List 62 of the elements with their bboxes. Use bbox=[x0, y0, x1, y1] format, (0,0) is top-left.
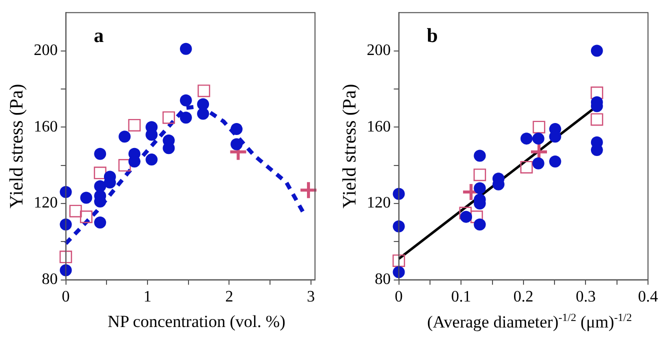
y-tick-label: 120 bbox=[34, 194, 58, 212]
point bbox=[80, 192, 92, 204]
point bbox=[392, 254, 406, 267]
point bbox=[180, 112, 192, 124]
point bbox=[474, 168, 486, 182]
point bbox=[230, 123, 243, 136]
x-tick-label: 0.2 bbox=[513, 288, 534, 306]
y-tick-label: 120 bbox=[366, 194, 391, 212]
point bbox=[118, 130, 131, 143]
x-tick-label: 0.3 bbox=[576, 288, 596, 306]
point bbox=[474, 150, 486, 162]
y-axis-title: Yield stress (Pa) bbox=[339, 84, 360, 208]
x-tick-label: 0.4 bbox=[638, 288, 658, 306]
y-tick-label: 160 bbox=[366, 118, 391, 136]
y-axis-title: Yield stress (Pa) bbox=[6, 84, 28, 208]
y-tick-label: 80 bbox=[374, 271, 391, 288]
point bbox=[118, 159, 131, 172]
point bbox=[180, 94, 192, 106]
point bbox=[60, 250, 72, 264]
point bbox=[590, 44, 603, 57]
point bbox=[60, 186, 72, 198]
point bbox=[459, 206, 472, 220]
x-tick-label: 0 bbox=[62, 288, 70, 306]
point bbox=[474, 182, 486, 194]
point bbox=[180, 42, 192, 55]
y-tick-label: 200 bbox=[366, 42, 391, 59]
point bbox=[80, 210, 92, 224]
y-tick-label: 80 bbox=[42, 271, 58, 288]
x-tick-label: 3 bbox=[306, 288, 315, 306]
x-axis-title: (Average diameter)$^{-1/2}$ (μm)$^{-1/2}$ bbox=[426, 312, 633, 333]
point bbox=[520, 160, 533, 174]
x-axis-title: NP concentration (vol. %) bbox=[106, 312, 286, 332]
point bbox=[197, 98, 210, 110]
x-tick-label: 2 bbox=[225, 288, 234, 306]
point bbox=[198, 84, 210, 98]
point bbox=[532, 132, 544, 145]
y-tick-label: 200 bbox=[34, 42, 58, 59]
point bbox=[94, 166, 106, 180]
point bbox=[146, 154, 158, 166]
point bbox=[590, 113, 604, 126]
point bbox=[590, 86, 604, 100]
point bbox=[532, 120, 546, 134]
point bbox=[69, 204, 82, 218]
point bbox=[460, 210, 472, 223]
point bbox=[549, 155, 562, 168]
point bbox=[94, 216, 106, 229]
point bbox=[94, 148, 106, 160]
point bbox=[162, 111, 176, 124]
point bbox=[520, 132, 533, 145]
x-tick-label: 0.1 bbox=[451, 288, 472, 306]
point bbox=[60, 218, 72, 230]
text: b bbox=[426, 24, 438, 47]
text: a bbox=[94, 24, 104, 47]
point bbox=[197, 108, 210, 120]
x-tick-label: 1 bbox=[144, 288, 152, 306]
y-tick-label: 160 bbox=[34, 118, 58, 136]
point bbox=[128, 118, 141, 132]
point bbox=[532, 157, 544, 170]
point bbox=[474, 218, 486, 230]
point bbox=[230, 138, 243, 150]
x-tick-label: 0 bbox=[394, 288, 403, 306]
point bbox=[298, 180, 318, 200]
